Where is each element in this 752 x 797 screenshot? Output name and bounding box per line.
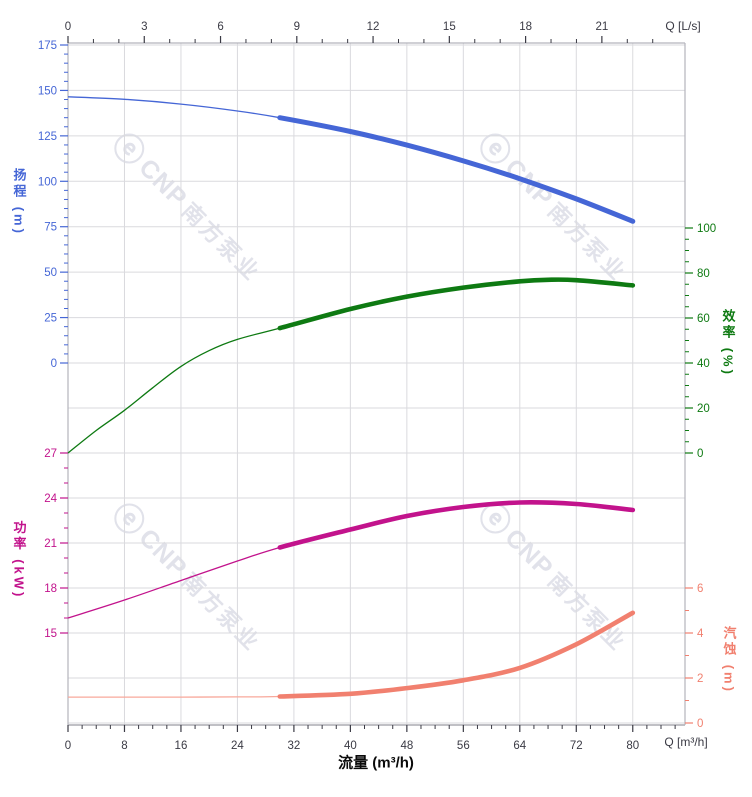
svg-text:21: 21 — [44, 538, 57, 550]
svg-text:24: 24 — [231, 740, 244, 752]
plot-frame — [67, 42, 686, 726]
svg-text:64: 64 — [513, 740, 526, 752]
svg-text:125: 125 — [38, 131, 57, 143]
svg-text:20: 20 — [697, 403, 710, 415]
svg-text:6: 6 — [217, 21, 223, 33]
svg-text:80: 80 — [697, 268, 710, 280]
svg-text:9: 9 — [294, 21, 300, 33]
svg-text:24: 24 — [44, 493, 57, 505]
svg-text:40: 40 — [344, 740, 357, 752]
svg-text:0: 0 — [697, 718, 703, 730]
svg-text:18: 18 — [519, 21, 532, 33]
bottom-axis-ticks: 0 8 16 24 32 40 48 56 64 72 80 — [65, 725, 676, 752]
svg-text:15: 15 — [443, 21, 456, 33]
npsh-axis-ticks: 6 4 2 0 — [685, 583, 704, 730]
svg-text:6: 6 — [697, 583, 703, 595]
curve-npsh-thin — [67, 695, 280, 698]
svg-text:12: 12 — [367, 21, 380, 33]
curve-head-rated — [277, 115, 636, 224]
svg-text:175: 175 — [38, 40, 57, 52]
npsh-axis-title: 汽蚀 (m) — [721, 626, 737, 694]
curve-efficiency-thin — [67, 327, 280, 454]
svg-text:21: 21 — [595, 21, 608, 33]
svg-text:18: 18 — [44, 583, 57, 595]
svg-text:40: 40 — [697, 358, 710, 370]
svg-text:3: 3 — [141, 21, 147, 33]
top-axis-ticks: 0 3 6 9 12 15 18 21 — [65, 21, 654, 43]
svg-text:50: 50 — [44, 267, 57, 279]
svg-text:2: 2 — [697, 673, 703, 685]
bottom-axis-unit: Q [m³/h] — [664, 735, 708, 749]
svg-text:56: 56 — [457, 740, 470, 752]
gridlines — [67, 43, 686, 725]
svg-text:0: 0 — [697, 448, 703, 460]
curves — [67, 96, 636, 699]
top-axis-unit: Q [L/s] — [665, 19, 701, 33]
svg-text:80: 80 — [626, 740, 639, 752]
svg-text:72: 72 — [570, 740, 583, 752]
head-axis-title: 扬程 (m) — [11, 168, 27, 236]
efficiency-axis-title: 效率 (%) — [720, 309, 736, 377]
svg-text:16: 16 — [175, 740, 188, 752]
curve-power-rated — [277, 500, 636, 550]
svg-text:100: 100 — [697, 223, 716, 235]
head-axis-ticks: 175 150 125 100 75 50 25 0 — [38, 40, 68, 370]
efficiency-axis-ticks: 100 80 60 40 20 0 — [685, 223, 716, 460]
svg-text:4: 4 — [697, 628, 704, 640]
x-axis-title: 流量 (m³/h) — [338, 754, 414, 772]
svg-text:150: 150 — [38, 85, 57, 97]
svg-text:32: 32 — [288, 740, 301, 752]
svg-text:25: 25 — [44, 313, 57, 325]
curve-head-thin — [67, 96, 280, 119]
svg-text:8: 8 — [121, 740, 127, 752]
svg-text:48: 48 — [400, 740, 413, 752]
svg-text:60: 60 — [697, 313, 710, 325]
svg-text:0: 0 — [51, 358, 57, 370]
curve-efficiency-rated — [277, 277, 636, 331]
power-axis-title: 功率 (kW) — [11, 520, 27, 600]
svg-text:75: 75 — [44, 222, 57, 234]
curve-power-thin — [67, 546, 280, 619]
svg-text:15: 15 — [44, 628, 57, 640]
svg-text:27: 27 — [44, 448, 57, 460]
curve-npsh-rated — [277, 610, 636, 699]
svg-text:0: 0 — [65, 21, 71, 33]
svg-text:100: 100 — [38, 176, 57, 188]
svg-text:0: 0 — [65, 740, 71, 752]
power-axis-ticks: 27 24 21 18 15 — [44, 448, 68, 640]
